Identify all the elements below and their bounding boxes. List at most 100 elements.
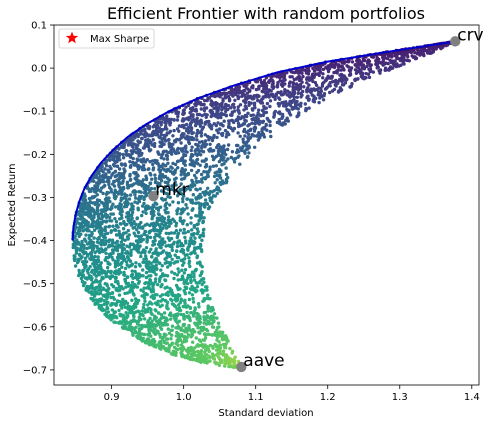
portfolio-point bbox=[341, 83, 346, 87]
y-tick-label: −0.1 bbox=[23, 107, 47, 118]
portfolio-point bbox=[130, 269, 134, 273]
portfolio-point bbox=[241, 144, 245, 148]
portfolio-point bbox=[136, 241, 140, 245]
portfolio-point bbox=[146, 142, 150, 146]
portfolio-point bbox=[136, 225, 141, 229]
portfolio-point bbox=[160, 137, 164, 141]
portfolio-point bbox=[113, 205, 118, 209]
portfolio-point bbox=[171, 134, 175, 138]
portfolio-point bbox=[159, 179, 164, 183]
portfolio-point bbox=[192, 240, 196, 244]
portfolio-point bbox=[144, 291, 148, 296]
portfolio-point bbox=[224, 106, 228, 111]
portfolio-point bbox=[224, 342, 228, 346]
portfolio-point bbox=[108, 215, 112, 220]
portfolio-point bbox=[172, 303, 177, 308]
portfolio-point bbox=[148, 300, 152, 304]
portfolio-point bbox=[97, 292, 101, 296]
portfolio-point bbox=[238, 162, 242, 166]
portfolio-point bbox=[218, 103, 222, 107]
portfolio-point bbox=[74, 249, 79, 253]
portfolio-point bbox=[128, 138, 133, 142]
portfolio-point bbox=[350, 82, 354, 86]
portfolio-point bbox=[134, 196, 138, 200]
portfolio-point bbox=[192, 173, 197, 178]
portfolio-point bbox=[242, 84, 246, 88]
portfolio-point bbox=[159, 228, 163, 233]
portfolio-point bbox=[253, 106, 257, 110]
portfolio-point bbox=[399, 63, 403, 67]
portfolio-point bbox=[92, 264, 97, 268]
portfolio-point bbox=[275, 120, 280, 125]
portfolio-point bbox=[257, 85, 261, 89]
portfolio-point bbox=[184, 146, 188, 150]
portfolio-point bbox=[394, 62, 399, 67]
portfolio-point bbox=[144, 275, 149, 280]
portfolio-point bbox=[163, 278, 167, 282]
portfolio-point bbox=[175, 321, 180, 325]
portfolio-point bbox=[81, 243, 86, 248]
portfolio-point bbox=[87, 204, 92, 209]
portfolio-point bbox=[181, 119, 185, 123]
portfolio-point bbox=[275, 85, 280, 89]
portfolio-point bbox=[166, 161, 170, 165]
portfolio-point bbox=[232, 365, 237, 369]
frontier-layer bbox=[71, 40, 456, 241]
portfolio-point bbox=[156, 162, 160, 166]
portfolio-point bbox=[158, 320, 162, 324]
portfolio-point bbox=[191, 193, 195, 197]
portfolio-point bbox=[147, 331, 152, 335]
portfolio-point bbox=[172, 172, 176, 176]
portfolio-point bbox=[168, 263, 172, 267]
portfolio-point bbox=[143, 299, 147, 303]
portfolio-point bbox=[261, 96, 265, 101]
portfolio-point bbox=[167, 331, 172, 335]
portfolio-point bbox=[295, 95, 299, 100]
portfolio-point bbox=[185, 253, 189, 257]
portfolio-point bbox=[192, 223, 196, 228]
portfolio-point bbox=[92, 228, 97, 232]
portfolio-point bbox=[207, 349, 211, 354]
portfolio-point bbox=[174, 221, 179, 225]
portfolio-point bbox=[166, 150, 171, 155]
portfolio-point bbox=[216, 331, 220, 335]
portfolio-point bbox=[204, 158, 208, 162]
portfolio-point bbox=[126, 284, 131, 288]
portfolio-point bbox=[409, 50, 413, 55]
portfolio-point bbox=[141, 204, 145, 208]
portfolio-point bbox=[101, 214, 106, 218]
portfolio-point bbox=[195, 100, 199, 104]
portfolio-point bbox=[329, 62, 333, 66]
portfolio-point bbox=[161, 337, 165, 341]
portfolio-point bbox=[263, 110, 267, 115]
portfolio-point bbox=[218, 176, 223, 180]
portfolio-point bbox=[208, 168, 212, 172]
portfolio-point bbox=[247, 144, 251, 148]
portfolio-point bbox=[82, 282, 86, 286]
portfolio-point bbox=[149, 247, 153, 251]
portfolio-point bbox=[79, 224, 83, 228]
portfolio-point bbox=[192, 118, 196, 122]
portfolio-point bbox=[140, 160, 144, 164]
portfolio-point bbox=[393, 59, 397, 63]
portfolio-point bbox=[131, 161, 135, 165]
portfolio-point bbox=[189, 221, 193, 225]
portfolio-point bbox=[161, 323, 165, 327]
portfolio-point bbox=[218, 343, 222, 347]
portfolio-point bbox=[188, 287, 193, 291]
portfolio-point bbox=[233, 91, 238, 95]
portfolio-point bbox=[212, 333, 216, 337]
portfolio-point bbox=[179, 173, 183, 177]
portfolio-point bbox=[193, 269, 198, 273]
portfolio-point bbox=[394, 52, 398, 56]
portfolio-point bbox=[88, 211, 92, 215]
portfolio-point bbox=[336, 63, 341, 67]
portfolio-point bbox=[108, 262, 112, 266]
portfolio-point bbox=[177, 138, 181, 142]
portfolio-point bbox=[256, 113, 260, 117]
portfolio-point bbox=[187, 261, 191, 266]
portfolio-point bbox=[318, 68, 322, 72]
portfolio-point bbox=[252, 101, 257, 105]
portfolio-point bbox=[171, 293, 175, 298]
portfolio-point bbox=[262, 79, 267, 83]
